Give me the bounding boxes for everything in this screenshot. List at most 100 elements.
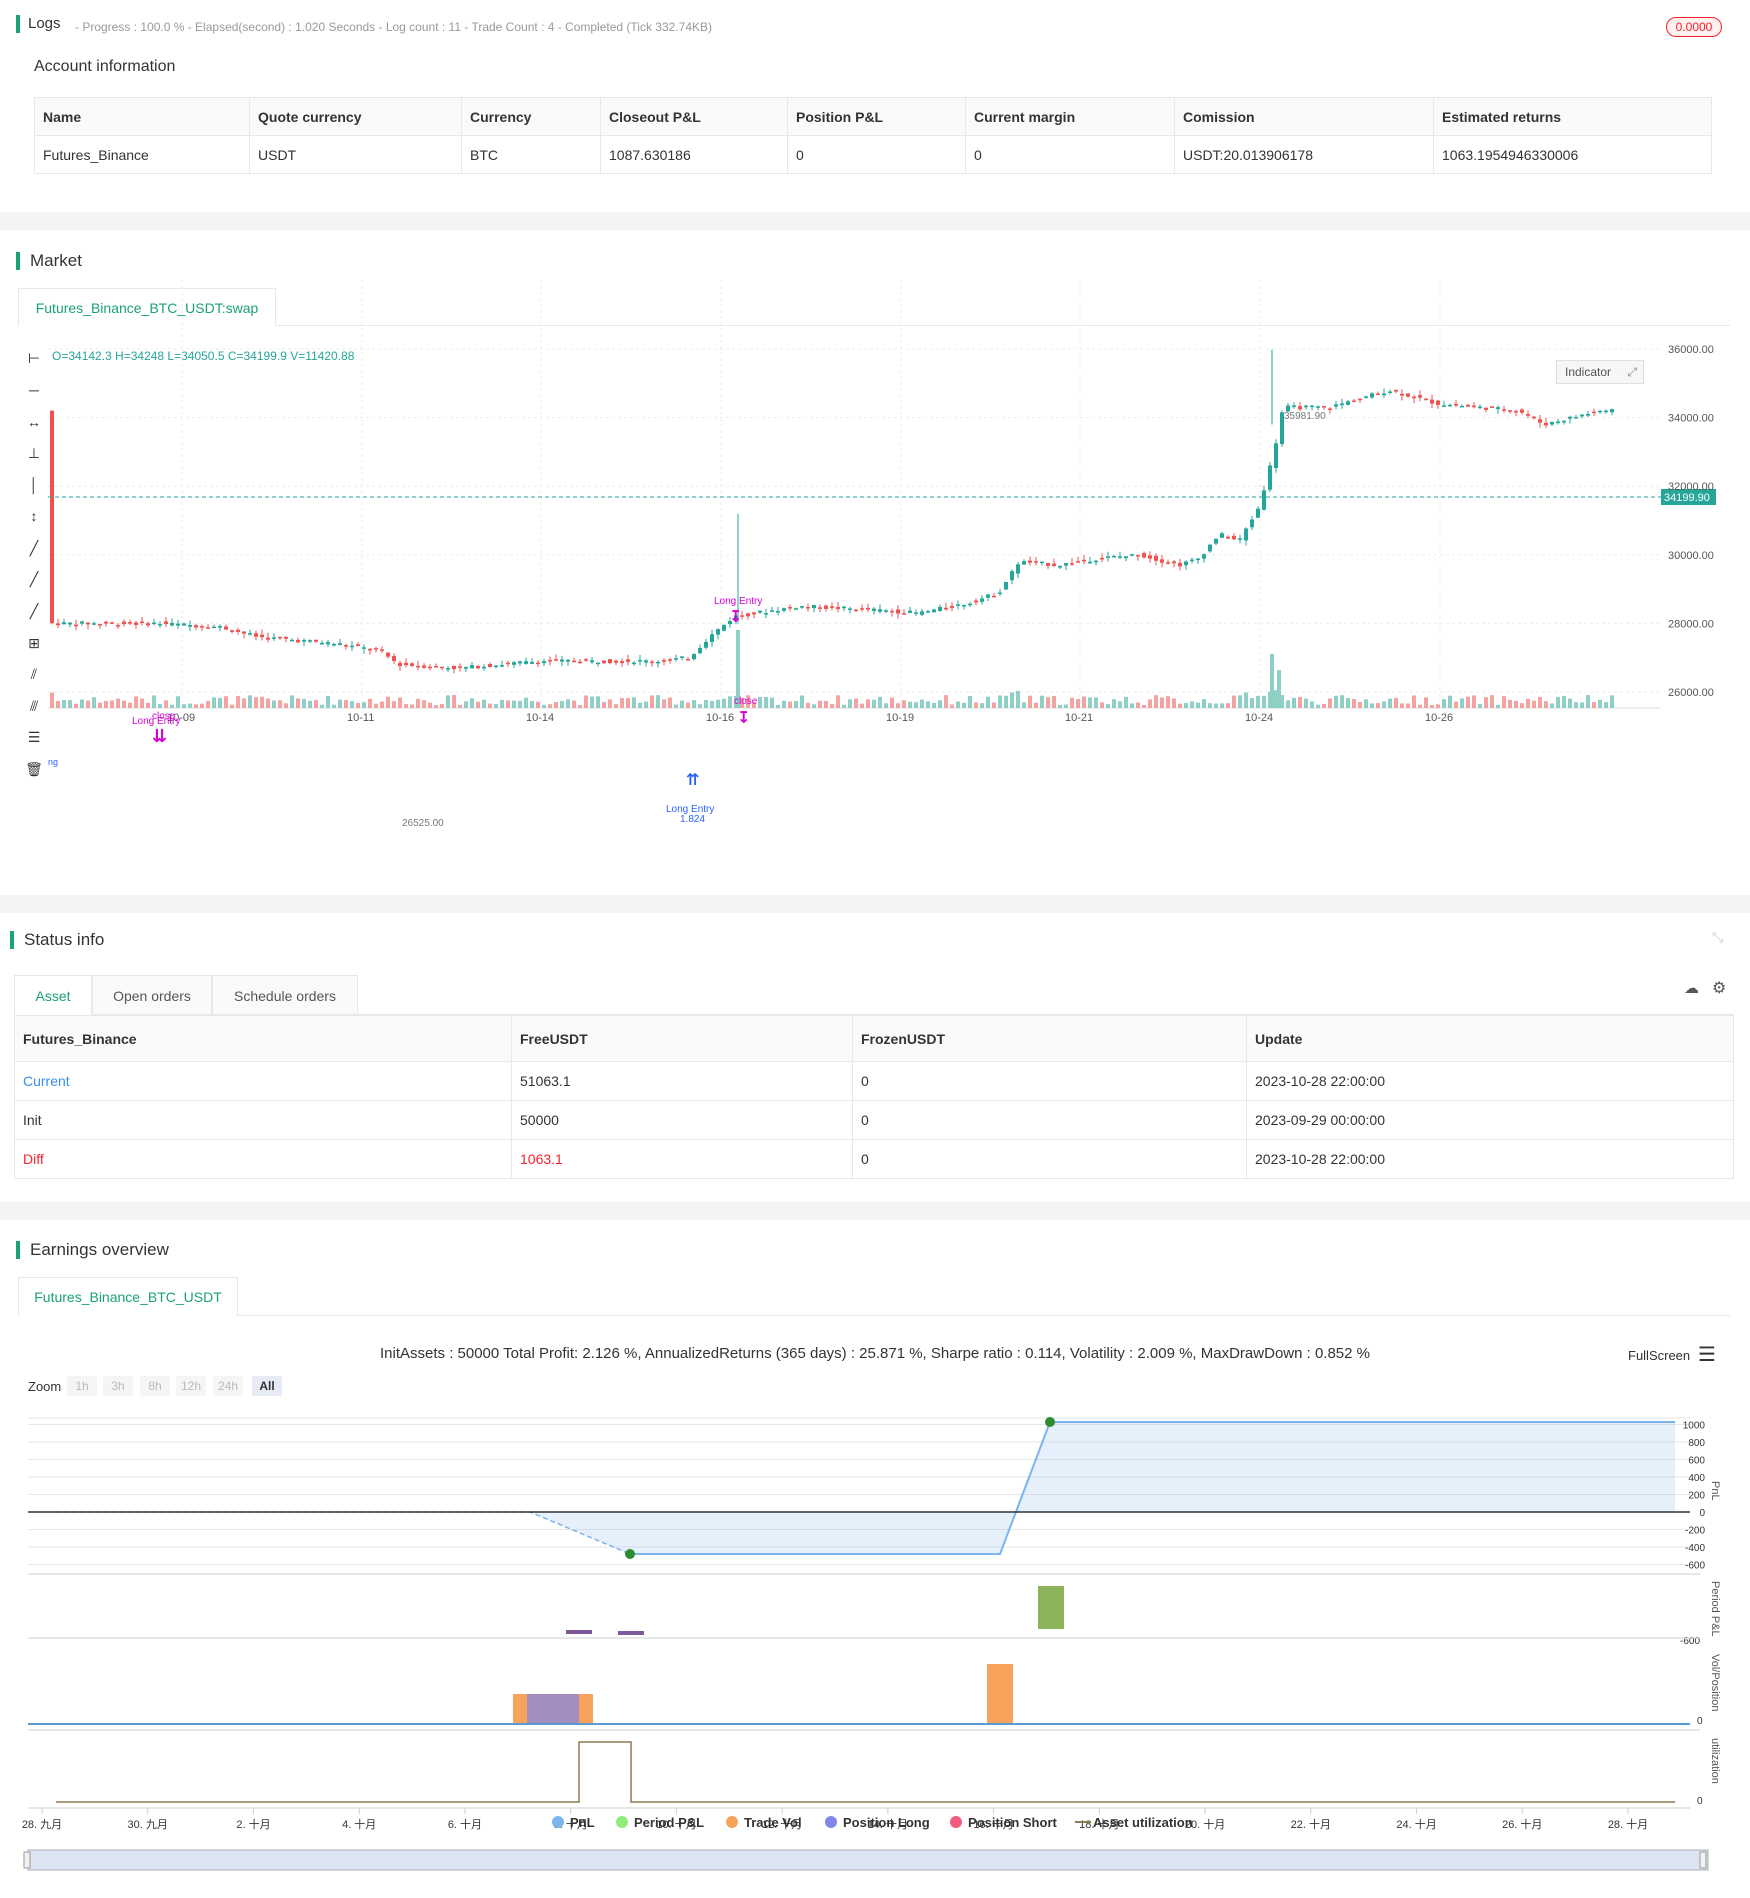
volume-bar [584, 695, 588, 708]
trend-line-icon[interactable]: ╱ [29, 540, 39, 556]
candle-body [962, 604, 966, 607]
asset-header-frozen: FrozenUSDT [852, 1015, 1247, 1062]
legend-item[interactable]: Trade Vol [744, 1815, 802, 1830]
candle-body [506, 662, 510, 665]
price-line-icon[interactable]: ⊞ [28, 635, 40, 651]
volume-bar [1130, 703, 1134, 708]
price-tag [1661, 489, 1716, 505]
volume-bar [884, 703, 888, 708]
volume-bar [1316, 704, 1320, 708]
axis-title-period: Period P&L [1709, 1581, 1721, 1637]
indicator-button[interactable]: Indicator ⤢ [1556, 360, 1644, 384]
x-tick-label: 20. 十月 [1185, 1817, 1225, 1831]
tab-asset[interactable]: Asset [14, 975, 92, 1015]
legend-item[interactable]: Asset utilization [1093, 1815, 1193, 1830]
volume-bar [122, 700, 126, 708]
candle-body [1574, 417, 1578, 419]
vertical-ray-icon[interactable]: ⊥ [27, 445, 41, 461]
volume-bar [116, 698, 120, 708]
zoom-all-button[interactable]: All [252, 1376, 282, 1396]
cloud-download-icon[interactable]: ☁ [1684, 980, 1699, 997]
volume-bar [794, 701, 798, 708]
candle-body [794, 608, 798, 610]
segment-icon[interactable]: ╱ [29, 603, 39, 619]
volume-bar [230, 704, 234, 708]
zoom-3h-button[interactable]: 3h [103, 1376, 133, 1396]
tab-schedule-orders[interactable]: Schedule orders [212, 975, 358, 1015]
horizontal-line-icon[interactable]: ─ [29, 382, 39, 398]
delete-icon[interactable]: 🗑 [25, 761, 43, 777]
candle-body [362, 647, 366, 649]
fib-icon[interactable]: ⫻ [29, 698, 39, 714]
volume-bar [1586, 695, 1590, 708]
zoom-12h-button[interactable]: 12h [176, 1376, 206, 1396]
horizontal-segment-icon[interactable]: ↔ [27, 414, 41, 430]
volume-bar [68, 700, 72, 708]
volume-bar [278, 700, 282, 708]
navigator-handle-left[interactable] [23, 1851, 31, 1869]
tab-market-symbol[interactable]: Futures_Binance_BTC_USDT:swap [18, 288, 276, 326]
volume-bar [782, 700, 786, 708]
candle-body [1238, 538, 1242, 540]
volume-bar [1610, 695, 1614, 708]
legend-item[interactable]: Position Short [968, 1815, 1058, 1830]
candle-body [686, 659, 690, 661]
volume-bar [746, 695, 750, 708]
navigator-handle-right[interactable] [1699, 1851, 1707, 1869]
acct-cell: USDT [249, 135, 462, 174]
fullscreen-button[interactable]: FullScreen [1628, 1348, 1691, 1363]
tab-earnings-symbol[interactable]: Futures_Binance_BTC_USDT [18, 1277, 238, 1316]
volume-bar [494, 703, 498, 708]
axis-title-util: utilization [1709, 1738, 1721, 1784]
candle-body [1400, 393, 1404, 396]
zoom-1h-button[interactable]: 1h [67, 1376, 97, 1396]
ray-line-icon[interactable]: ╱ [29, 571, 39, 587]
candle-body [470, 665, 474, 669]
candle-body [416, 665, 420, 668]
menu-icon[interactable]: ☰ [1698, 1344, 1716, 1366]
candle-body [1046, 562, 1050, 566]
volume-bar [560, 700, 564, 708]
fib-levels-icon[interactable]: ☰ [27, 729, 41, 745]
legend-item[interactable]: Position Long [843, 1815, 930, 1830]
asset-header-exchange: Futures_Binance [14, 1015, 512, 1062]
volume-bar [932, 702, 936, 708]
pnl-line [630, 1421, 1675, 1555]
zoom-24h-button[interactable]: 24h [213, 1376, 243, 1396]
candle-body [920, 611, 924, 615]
vertical-line-icon[interactable]: │ [29, 477, 39, 493]
volume-bar [1382, 701, 1386, 708]
legend-item[interactable]: PnL [570, 1815, 595, 1830]
zoom-8h-button[interactable]: 8h [140, 1376, 170, 1396]
candle-body [242, 631, 246, 634]
candle-body [980, 598, 984, 602]
volume-bar [1262, 695, 1266, 708]
candle-body [386, 652, 390, 657]
candle-body [1028, 560, 1032, 563]
volume-bar [1220, 703, 1224, 708]
candle-body [1340, 403, 1344, 406]
horizontal-ray-icon[interactable]: ⊢ [27, 350, 41, 366]
pnl-tick-label: -400 [1685, 1543, 1705, 1554]
tab-open-orders[interactable]: Open orders [92, 975, 212, 1015]
navigator[interactable] [27, 1849, 1709, 1871]
candle-body [1580, 414, 1584, 417]
volume-bar [1298, 697, 1302, 708]
pnl-min-marker [625, 1549, 635, 1559]
collapse-icon[interactable]: ⤡ [1712, 929, 1724, 945]
legend-item[interactable]: Period P&L [634, 1815, 704, 1830]
candle-body [134, 622, 138, 625]
volume-bar [736, 630, 740, 708]
candle-body [356, 644, 360, 646]
candle-body [668, 659, 672, 661]
candle-body [1172, 561, 1176, 564]
parallel-channel-icon[interactable]: ⫽ [30, 666, 38, 682]
gear-icon[interactable]: ⚙ [1712, 980, 1727, 997]
volume-bar [716, 699, 720, 708]
vertical-segment-icon[interactable]: ↕ [30, 508, 38, 524]
candle-body [1538, 419, 1542, 423]
candle-body [1526, 413, 1530, 416]
volume-bar [614, 704, 618, 708]
account-table: Name Quote currency Currency Closeout P&… [34, 97, 1712, 174]
cell-free: 1063.1 [511, 1139, 853, 1179]
